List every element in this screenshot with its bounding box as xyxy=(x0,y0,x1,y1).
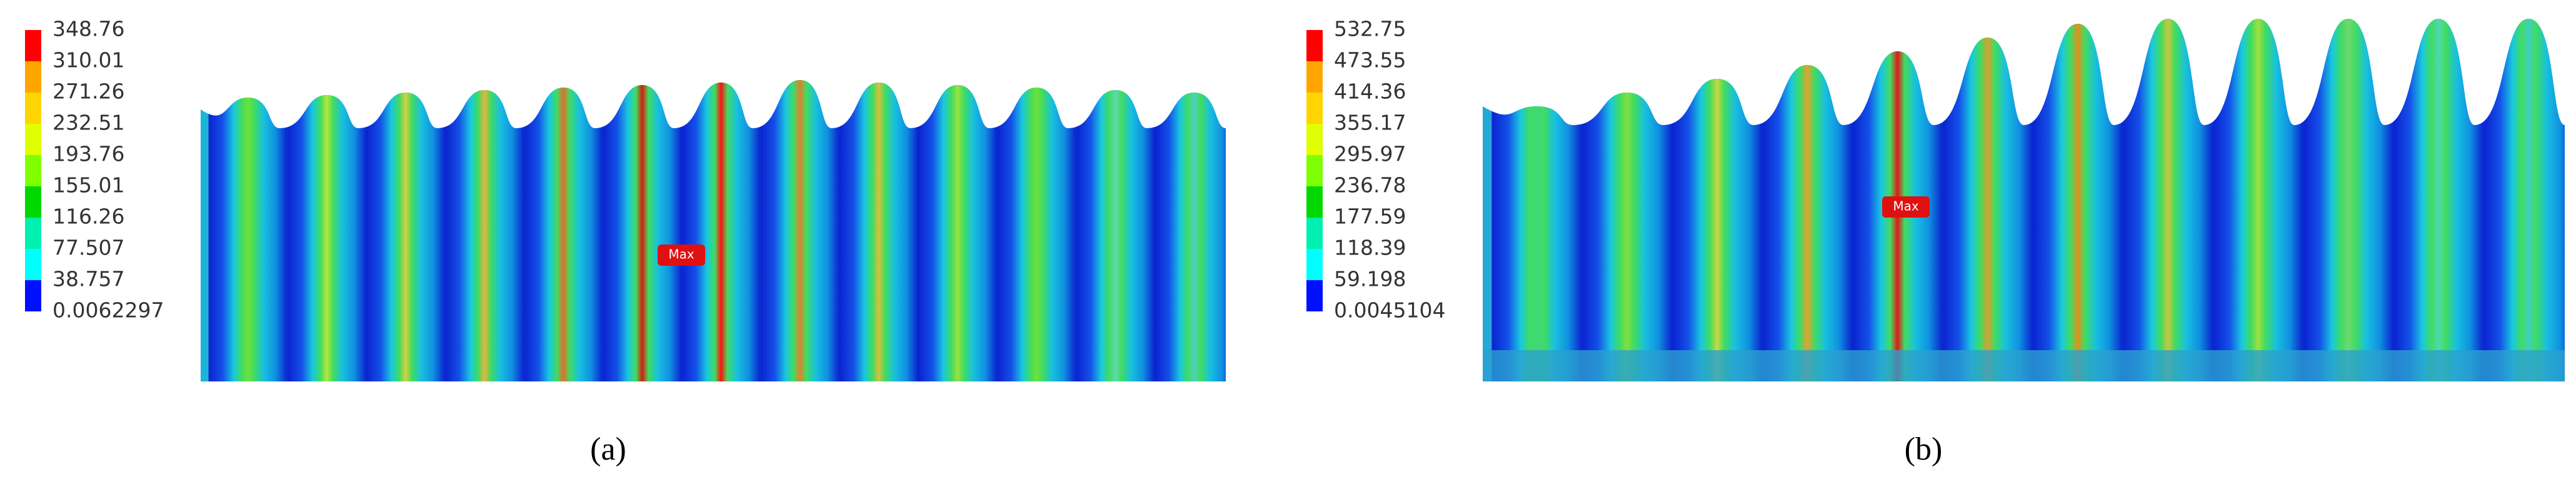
tooth-stripe xyxy=(287,80,366,381)
legend-label: 0.0062297 xyxy=(53,298,164,323)
tooth-stripe xyxy=(1852,19,1943,381)
max-label: Max xyxy=(668,247,694,262)
max-marker xyxy=(658,244,705,266)
legend-label: 271.26 xyxy=(53,79,124,104)
tooth-stripe xyxy=(1671,19,1763,381)
legend-swatch xyxy=(25,124,41,155)
legend-swatch xyxy=(1306,155,1323,186)
tooth-stripe xyxy=(208,80,288,381)
tooth-stripe xyxy=(445,80,524,381)
legend-label: 155.01 xyxy=(53,173,124,198)
legend-swatch xyxy=(1306,61,1323,93)
legend-swatch xyxy=(25,280,41,311)
legend-swatch xyxy=(25,30,41,61)
caption: (b) xyxy=(1905,431,1943,467)
tooth-stripe xyxy=(2483,19,2565,381)
legend-label: 414.36 xyxy=(1334,79,1406,104)
legend-label: 473.55 xyxy=(1334,48,1406,73)
tooth-stripe xyxy=(2393,19,2484,381)
legend-label: 193.76 xyxy=(53,142,124,166)
legend-swatch xyxy=(1306,124,1323,155)
legend-swatch xyxy=(25,155,41,186)
tooth-stripe xyxy=(524,80,603,381)
max-marker xyxy=(1882,196,1930,218)
legend-swatch xyxy=(25,249,41,280)
tooth-stripe xyxy=(2032,19,2123,381)
legend-label: 310.01 xyxy=(53,48,124,73)
legend-swatch xyxy=(25,93,41,124)
tooth-stripe xyxy=(2213,19,2303,381)
tooth-stripe xyxy=(681,80,761,381)
tooth-stripe xyxy=(2303,19,2393,381)
tooth-stripe xyxy=(918,80,998,381)
legend-label: 532.75 xyxy=(1334,17,1406,41)
legend-swatch xyxy=(1306,93,1323,124)
tooth-stripe xyxy=(1942,19,2033,381)
legend-label: 77.507 xyxy=(53,236,124,260)
tooth-stripe xyxy=(1762,19,1853,381)
tooth-stripe xyxy=(1581,19,1672,381)
tooth-stripe xyxy=(603,80,682,381)
contour-plot xyxy=(201,80,1226,381)
legend-label: 0.0045104 xyxy=(1334,298,1445,323)
legend-label: 236.78 xyxy=(1334,173,1406,198)
legend-label: 355.17 xyxy=(1334,111,1406,135)
caption: (a) xyxy=(590,431,626,467)
tooth-stripe xyxy=(2123,19,2213,381)
tooth-stripe xyxy=(760,80,839,381)
legend-label: 177.59 xyxy=(1334,204,1406,229)
legend-swatch xyxy=(1306,186,1323,218)
legend-label: 59.198 xyxy=(1334,267,1406,291)
legend-swatch xyxy=(1306,30,1323,61)
tooth-stripe xyxy=(839,80,918,381)
contour-plot xyxy=(1483,19,2565,381)
legend-label: 348.76 xyxy=(53,17,124,41)
tooth-stripe xyxy=(366,80,446,381)
legend-label: 116.26 xyxy=(53,204,124,229)
legend-swatch xyxy=(1306,280,1323,311)
root-region xyxy=(1483,350,2565,381)
legend-label: 232.51 xyxy=(53,111,124,135)
max-label: Max xyxy=(1893,199,1919,214)
tooth-stripe xyxy=(997,80,1076,381)
tooth-stripe xyxy=(1155,80,1226,381)
legend-swatch xyxy=(1306,218,1323,249)
legend-swatch xyxy=(25,186,41,218)
tooth-stripe xyxy=(1491,19,1582,381)
panel: 348.76 310.01 271.26 232.51 193.76 155.01 116.… xyxy=(25,17,1226,467)
panel: 532.75 473.55 414.36 355.17 295.97 236.78 177.… xyxy=(1306,17,2565,467)
legend-swatch xyxy=(25,218,41,249)
tooth-stripe xyxy=(1076,80,1155,381)
legend-label: 38.757 xyxy=(53,267,124,291)
legend-swatch xyxy=(25,61,41,93)
legend-label: 118.39 xyxy=(1334,236,1406,260)
legend-swatch xyxy=(1306,249,1323,280)
legend-label: 295.97 xyxy=(1334,142,1406,166)
